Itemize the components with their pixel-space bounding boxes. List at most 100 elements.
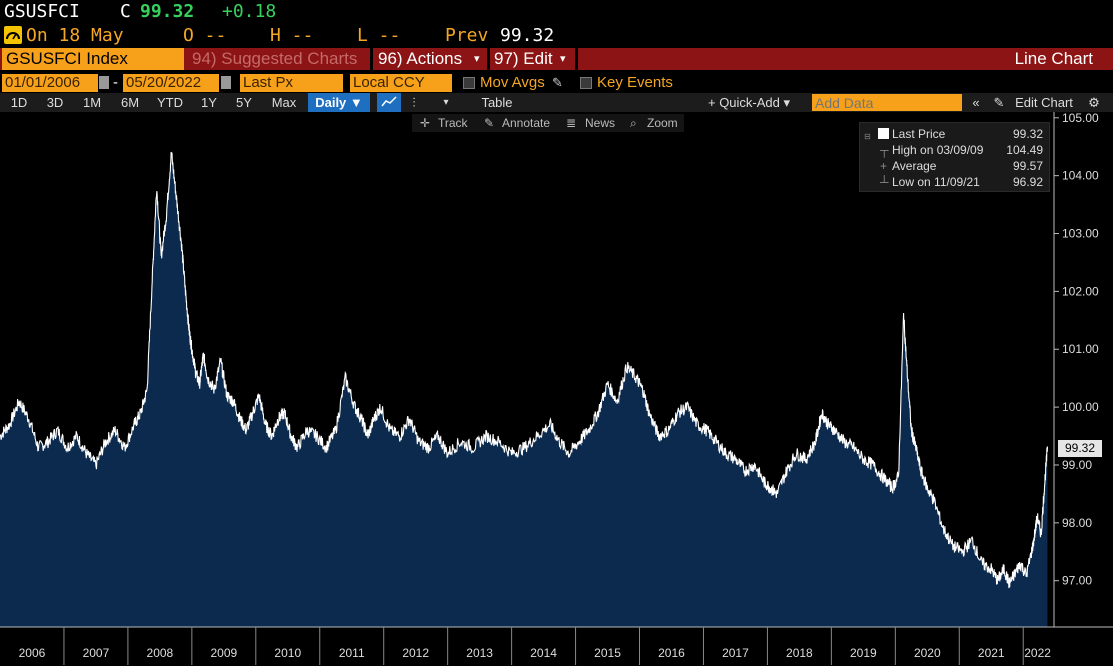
high-marker-icon: ┬ xyxy=(880,143,889,157)
y-tick-label: 101.00 xyxy=(1062,342,1099,356)
chart-type-dropdown-icon[interactable]: ▾ xyxy=(443,97,449,108)
period-1y[interactable]: 1Y xyxy=(201,95,217,110)
quote-date: On 18 May xyxy=(26,25,124,46)
legend-average-value: 99.57 xyxy=(1012,159,1043,173)
chart-legend: ⊟ Last Price 99.32 ┬ High on 03/09/09 10… xyxy=(859,122,1050,192)
suggested-charts-menu[interactable]: 94) Suggested Charts xyxy=(192,49,358,68)
pen-icon: ✎ xyxy=(484,116,495,130)
x-tick-label: 2015 xyxy=(594,646,621,660)
average-marker-icon: + xyxy=(880,159,888,173)
news-button[interactable]: News xyxy=(585,116,616,130)
x-tick-label: 2018 xyxy=(786,646,813,660)
x-tick-label: 2011 xyxy=(339,646,365,660)
frequency-select[interactable]: Daily ▼ xyxy=(308,93,370,112)
menu-bar xyxy=(0,48,1113,70)
gauge-icon[interactable] xyxy=(4,26,22,44)
last-price: 99.32 xyxy=(140,1,195,22)
menu-divider xyxy=(575,48,578,70)
annotation-toolbar xyxy=(412,114,684,132)
period-3d[interactable]: 3D xyxy=(46,95,64,110)
mov-avgs-checkbox[interactable] xyxy=(463,77,475,89)
period-ytd[interactable]: YTD xyxy=(157,95,183,110)
y-tick-label: 104.00 xyxy=(1062,169,1099,183)
pencil-icon[interactable]: ✎ xyxy=(993,95,1005,110)
bar-chart-icon[interactable]: ⫶ xyxy=(412,95,416,110)
x-tick-label: 2016 xyxy=(658,646,685,660)
edit-dropdown-icon[interactable]: ▾ xyxy=(560,53,566,65)
prev-label: Prev xyxy=(445,25,489,46)
legend-average-label: Average xyxy=(892,159,937,173)
legend-low-value: 96.92 xyxy=(1012,175,1043,189)
collapse-icon[interactable]: « xyxy=(972,95,980,110)
series-area-fill xyxy=(0,152,1048,627)
date-separator: - xyxy=(113,74,118,91)
low-value: L -- xyxy=(357,25,401,46)
crosshair-icon: ✛ xyxy=(420,116,431,130)
x-tick-label: 2009 xyxy=(210,646,237,660)
x-tick-label: 2017 xyxy=(722,646,749,660)
news-icon: ≣ xyxy=(566,116,577,130)
collapse-legend-icon[interactable]: ⊟ xyxy=(864,132,871,141)
y-tick-label: 97.00 xyxy=(1062,574,1092,588)
x-tick-label: 2021 xyxy=(978,646,1005,660)
start-date-field[interactable]: 01/01/2006 xyxy=(2,74,98,92)
currency-select[interactable]: Local CCY xyxy=(350,74,452,92)
zoom-icon: ⌕ xyxy=(630,116,637,130)
annotate-button[interactable]: Annotate xyxy=(502,116,551,130)
calendar-icon[interactable] xyxy=(99,76,109,89)
y-tick-label: 103.00 xyxy=(1062,227,1099,241)
y-tick-label: 100.00 xyxy=(1062,400,1099,414)
x-tick-label: 2010 xyxy=(274,646,301,660)
period-1m[interactable]: 1M xyxy=(82,95,102,110)
y-tick-label: 99.00 xyxy=(1062,458,1092,472)
x-tick-label: 2022 xyxy=(1024,646,1051,660)
quick-add-button[interactable]: + Quick-Add ▾ xyxy=(707,95,791,110)
high-value: H -- xyxy=(270,25,314,46)
edit-menu[interactable]: 97) Edit xyxy=(494,49,553,68)
menu-divider xyxy=(487,48,490,70)
period-6m[interactable]: 6M xyxy=(120,95,140,110)
menu-divider xyxy=(370,48,373,70)
zoom-button[interactable]: Zoom xyxy=(647,116,678,130)
series-line-last-price xyxy=(0,151,1049,589)
y-tick-label: 98.00 xyxy=(1062,516,1092,530)
actions-dropdown-icon[interactable]: ▾ xyxy=(474,53,480,65)
legend-high-value: 104.49 xyxy=(1006,143,1043,157)
security-input[interactable]: GSUSFCI Index xyxy=(2,48,184,70)
gear-icon[interactable]: ⚙ xyxy=(1088,95,1100,110)
low-marker-icon: ┴ xyxy=(880,175,889,189)
period-1d[interactable]: 1D xyxy=(10,95,28,110)
period-max[interactable]: Max xyxy=(271,95,297,110)
actions-menu[interactable]: 96) Actions xyxy=(378,49,463,68)
x-tick-label: 2008 xyxy=(147,646,174,660)
calendar-icon[interactable] xyxy=(221,76,231,89)
track-button[interactable]: Track xyxy=(438,116,468,130)
price-field-select[interactable]: Last Px xyxy=(240,74,343,92)
x-tick-label: 2007 xyxy=(83,646,110,660)
end-date-field[interactable]: 05/20/2022 xyxy=(123,74,219,92)
x-tick-label: 2012 xyxy=(402,646,429,660)
key-events-label: Key Events xyxy=(597,74,673,91)
legend-low-label: Low on 11/09/21 xyxy=(892,175,980,189)
y-tick-label: 102.00 xyxy=(1062,284,1099,298)
mov-avgs-label: Mov Avgs xyxy=(480,74,545,91)
open-value: O -- xyxy=(183,25,227,46)
chart-type-title: Line Chart xyxy=(1014,49,1093,68)
close-flag: C xyxy=(120,1,131,22)
y-tick-label: 105.00 xyxy=(1062,112,1099,125)
legend-high-label: High on 03/09/09 xyxy=(892,143,984,157)
series-color-swatch xyxy=(878,128,889,139)
period-5y[interactable]: 5Y xyxy=(236,95,252,110)
line-chart-icon[interactable] xyxy=(377,93,401,112)
edit-chart-button[interactable]: Edit Chart xyxy=(1015,95,1073,110)
legend-last-price-value: 99.32 xyxy=(1012,127,1043,141)
pencil-icon[interactable]: ✎ xyxy=(552,75,563,90)
key-events-checkbox[interactable] xyxy=(580,77,592,89)
x-tick-label: 2020 xyxy=(914,646,941,660)
x-tick-label: 2013 xyxy=(466,646,493,660)
table-button[interactable]: Table xyxy=(481,95,513,110)
price-chart[interactable]: 97.00 98.00 99.00 100.00 101.00 102.00 103.00 1… xyxy=(0,112,1113,666)
x-tick-label: 2006 xyxy=(19,646,46,660)
ticker-symbol: GSUSFCI xyxy=(4,1,80,22)
add-data-input[interactable] xyxy=(812,94,962,111)
